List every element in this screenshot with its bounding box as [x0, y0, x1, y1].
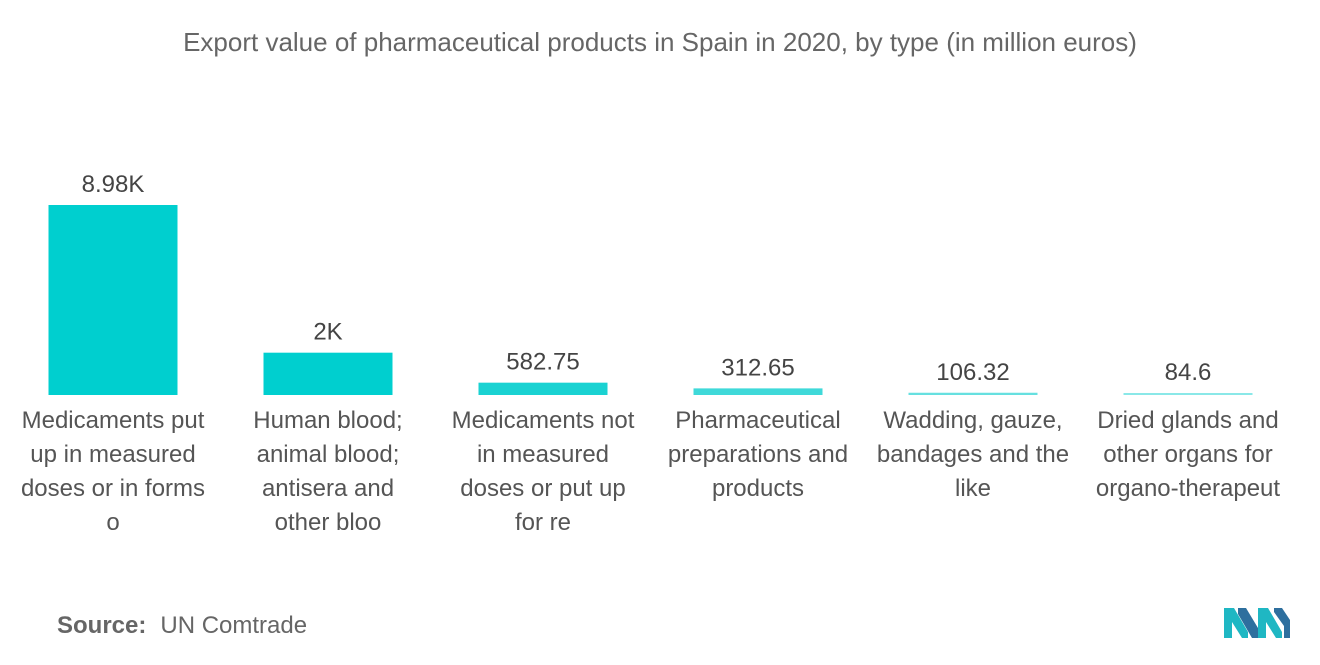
category-label-line: o — [106, 509, 120, 536]
category-label-line: preparations and — [667, 441, 849, 468]
data-label-4: 312.65 — [721, 354, 794, 381]
category-label-line: Medicaments not — [451, 407, 635, 434]
bar-5 — [908, 392, 1038, 395]
data-label-2: 2K — [313, 319, 342, 346]
category-label-5: Wadding, gauze, bandages and the like — [866, 404, 1081, 506]
data-label-1: 8.98K — [82, 171, 145, 198]
category-label-line: Wadding, gauze, — [883, 407, 1063, 434]
category-label-2: Human blood; animal blood; antisera and oth… — [221, 404, 436, 540]
bar-2 — [263, 352, 393, 395]
category-label-4: Pharmaceutical preparations and products — [651, 404, 866, 506]
category-label-line: Dried glands and — [1097, 407, 1279, 434]
category-label-line: in measured — [476, 441, 610, 468]
category-label-3: Medicaments not in measured doses or put u… — [436, 404, 651, 540]
bar-3 — [478, 382, 608, 395]
mordor-intelligence-logo-icon — [1224, 608, 1290, 638]
source-value: UN Comtrade — [160, 612, 308, 639]
category-label-6: Dried glands and other organs for organo-t… — [1081, 404, 1296, 506]
category-label-line: Human blood; — [253, 407, 403, 434]
category-label-line: products — [711, 475, 805, 502]
category-label-line: like — [954, 475, 991, 502]
bar-4 — [693, 388, 823, 395]
chart-title: Export value of pharmaceutical products … — [183, 27, 1137, 57]
source-note: Source: UN Comtrade — [57, 612, 307, 640]
category-label-line: antisera and — [261, 475, 395, 502]
category-label-line: doses or put up — [460, 475, 626, 502]
category-label-1: Medicaments put up in measured doses or in… — [6, 404, 221, 540]
data-label-5: 106.32 — [936, 359, 1009, 386]
category-label-line: Medicaments put — [21, 407, 205, 434]
category-label-line: doses or in forms — [20, 475, 206, 502]
category-label-line: organo-therapeut — [1095, 475, 1281, 502]
bar-6 — [1123, 393, 1253, 395]
source-key: Source: — [57, 612, 147, 639]
category-label-line: Pharmaceutical — [675, 407, 841, 434]
bar-1 — [48, 205, 178, 395]
data-label-6: 84.6 — [1165, 359, 1212, 386]
category-label-line: other bloo — [274, 509, 382, 536]
category-label-line: up in measured — [30, 441, 196, 468]
category-label-line: other organs for — [1103, 441, 1273, 468]
bar-chart: 8.98K 2K 582.75 312.65 106.32 84.6 — [48, 171, 1253, 395]
category-label-line: bandages and the — [876, 441, 1070, 468]
data-label-3: 582.75 — [506, 349, 579, 376]
category-label-line: for re — [514, 509, 571, 536]
category-label-line: animal blood; — [256, 441, 400, 468]
